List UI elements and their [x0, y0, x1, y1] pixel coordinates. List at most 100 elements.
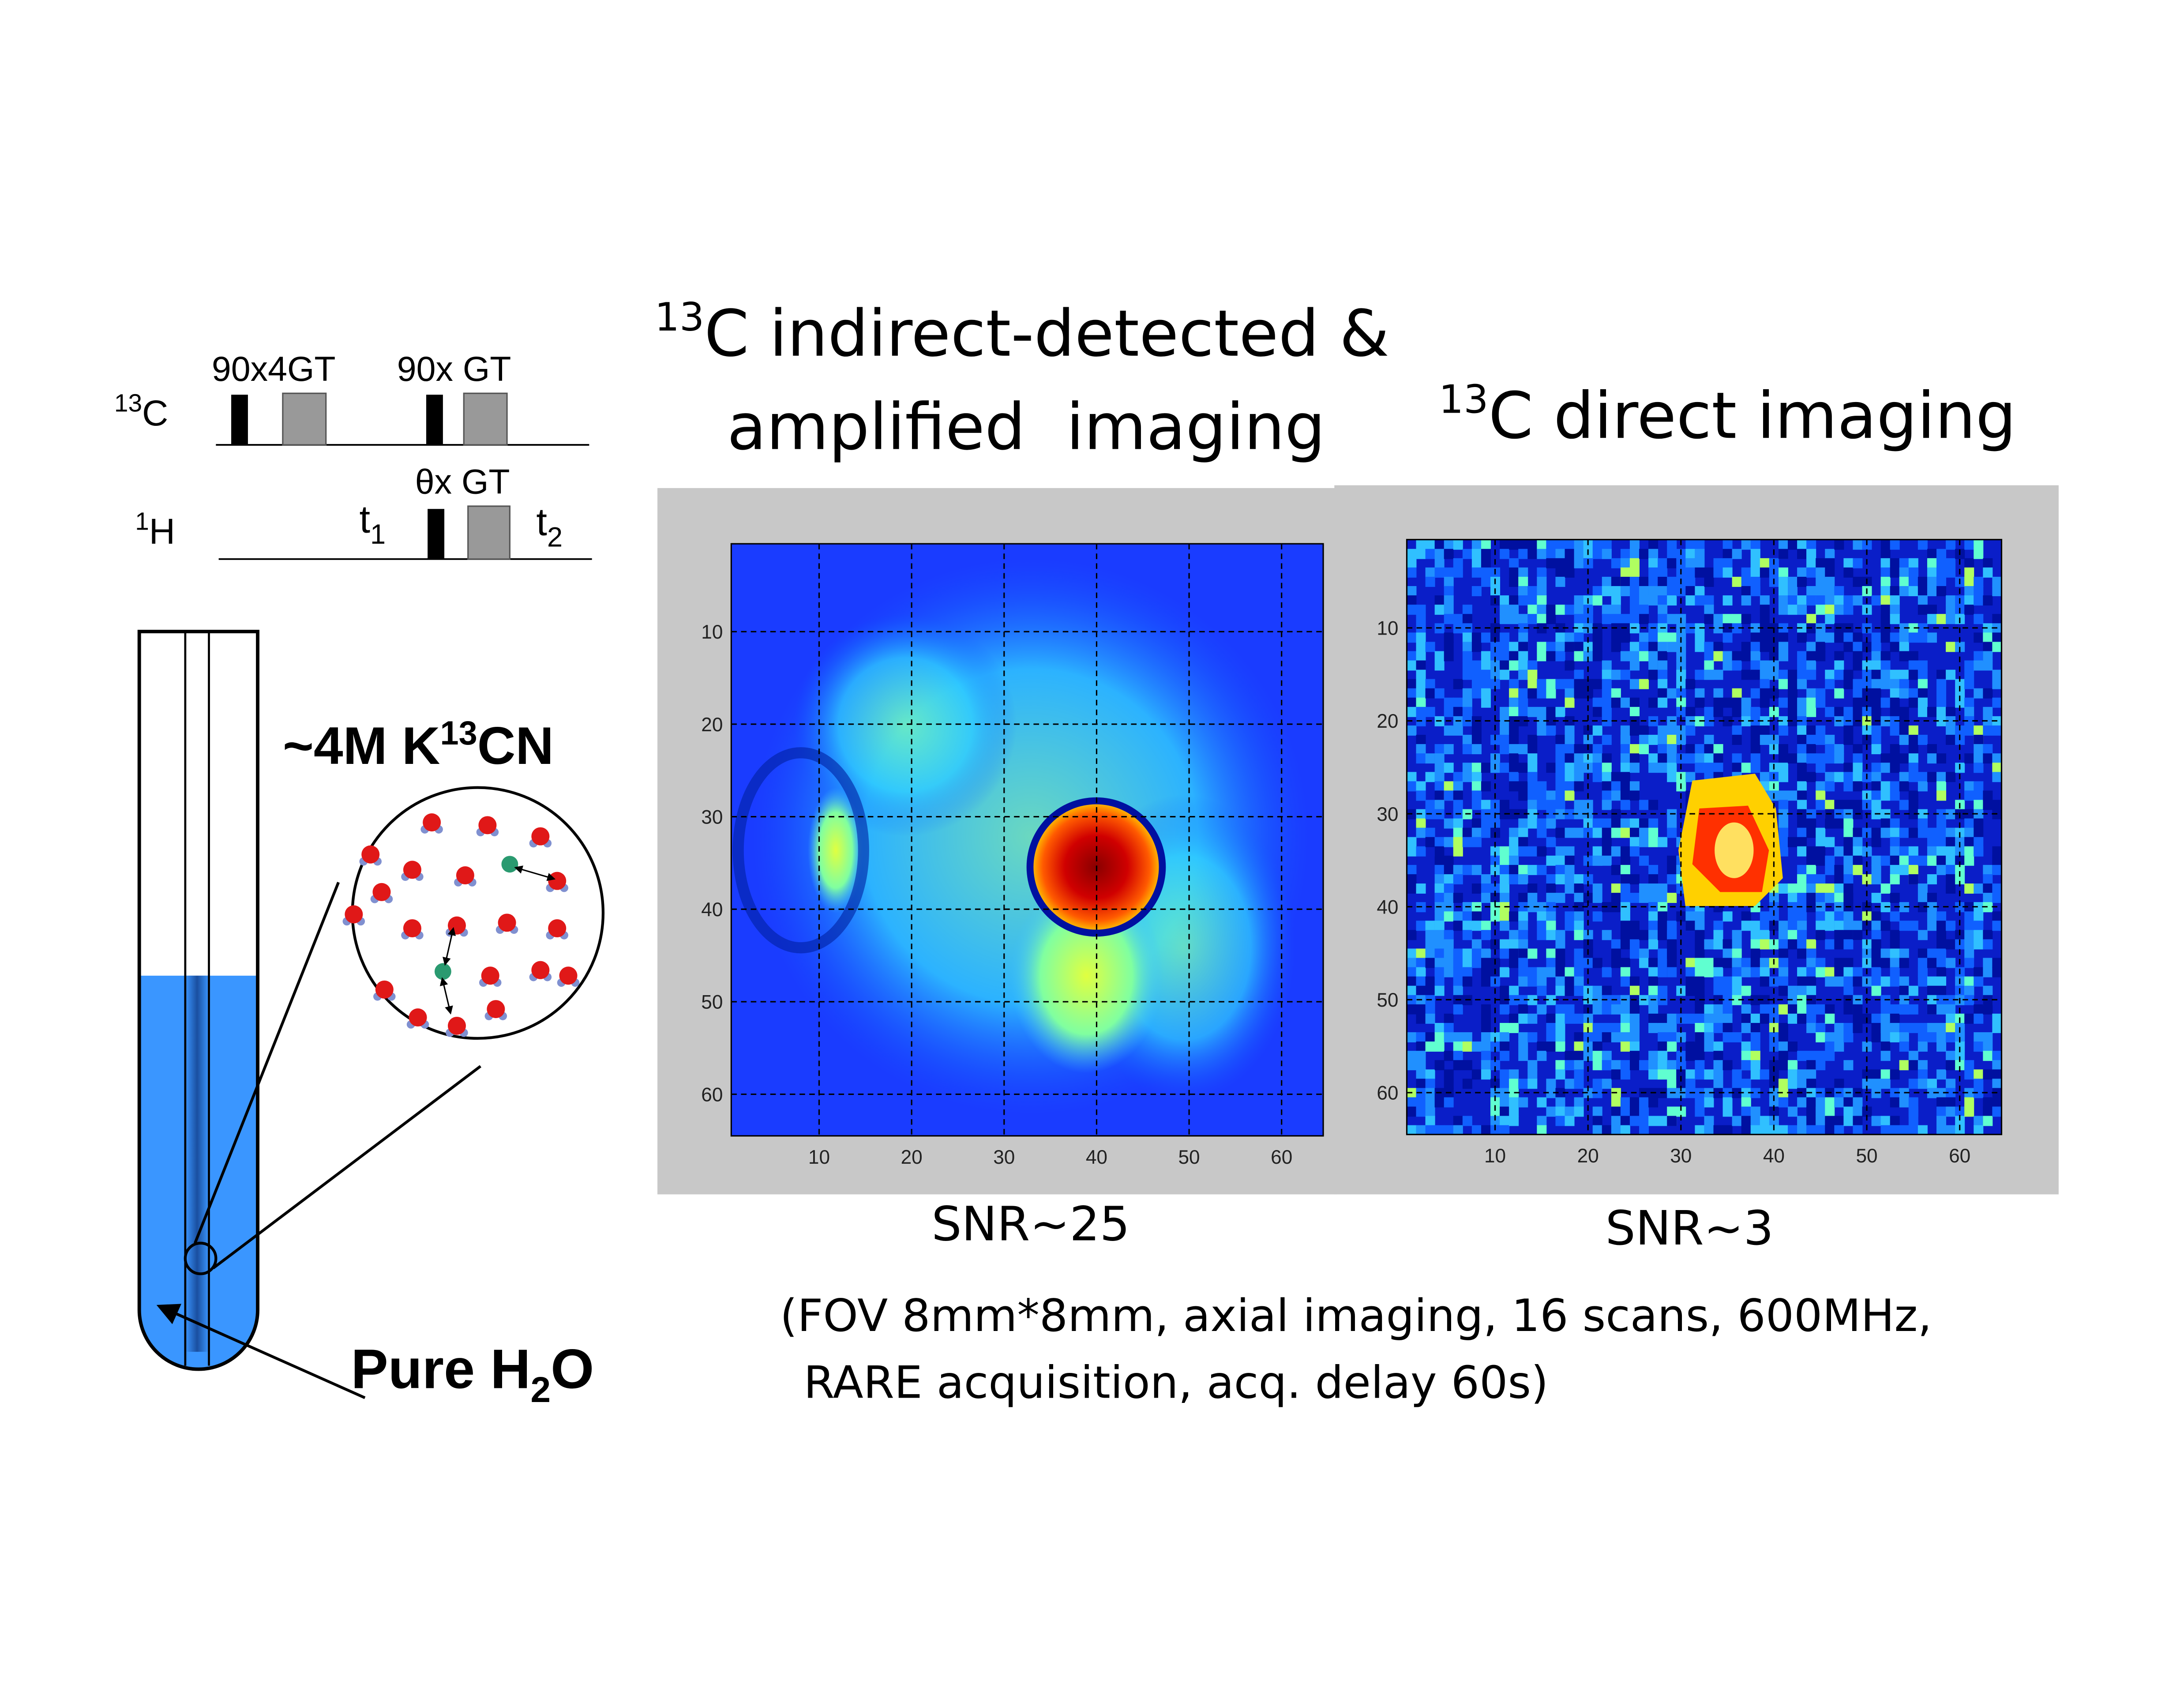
heatmap-cell	[1722, 1106, 1733, 1117]
heatmap-cell	[1732, 576, 1742, 587]
heatmap-cell	[1602, 679, 1612, 699]
heatmap-cell	[1407, 595, 1417, 606]
heatmap-cell	[1741, 1116, 1751, 1135]
heatmap-cell	[1741, 586, 1751, 596]
heatmap-cell	[1871, 1069, 1881, 1080]
heatmap-cell	[1927, 567, 1937, 578]
heatmap-cell	[1750, 967, 1760, 977]
heatmap-cell	[1806, 688, 1816, 699]
heatmap-cell	[1834, 818, 1844, 829]
heatmap-cell	[1546, 679, 1556, 689]
heatmap-cell	[1722, 651, 1733, 662]
heatmap-cell	[1509, 716, 1519, 736]
heatmap-cell	[1509, 985, 1519, 996]
heatmap-cell	[1843, 605, 1854, 615]
heatmap-cell	[1918, 735, 1928, 745]
heatmap-cell	[1713, 642, 1723, 652]
heatmap-cell	[1797, 539, 1807, 550]
heatmap-cell	[1862, 874, 1872, 884]
heatmap-cell	[1750, 995, 1760, 1005]
heatmap-cell	[1825, 1004, 1835, 1015]
heatmap-cell	[1592, 911, 1602, 922]
heatmap-cell	[1425, 985, 1435, 996]
heatmap-cell	[1639, 549, 1649, 559]
heatmap-cell	[1471, 549, 1482, 559]
heatmap-cell	[1908, 735, 1918, 745]
heatmap-cell	[1843, 893, 1854, 913]
heatmap-cell	[1946, 1004, 1956, 1015]
heatmap-cell	[1453, 837, 1463, 857]
heatmap-cell	[1639, 948, 1649, 959]
heatmap-cell	[1555, 1106, 1565, 1117]
heatmap-cell	[1500, 725, 1510, 736]
heatmap-cell	[1834, 883, 1844, 894]
heatmap-cell	[1936, 837, 1947, 847]
heatmap-cell	[1806, 595, 1816, 606]
heatmap-cell	[1927, 586, 1937, 596]
heatmap-cell	[1899, 1088, 1909, 1108]
heatmap-cell	[1555, 744, 1565, 755]
heatmap-cell	[1816, 827, 1826, 847]
heatmap-cell	[1583, 893, 1593, 903]
heatmap-cell	[1444, 837, 1454, 847]
heatmap-cell	[1695, 1041, 1705, 1052]
heatmap-cell	[1648, 1060, 1659, 1071]
heatmap-cell	[1732, 707, 1742, 717]
heatmap-cell	[1695, 744, 1705, 755]
heatmap-cell	[1518, 688, 1528, 699]
heatmap-cell	[1908, 1079, 1918, 1089]
heatmap-cell	[1778, 976, 1788, 987]
heatmap-cell	[1611, 1060, 1621, 1071]
heatmap-cell	[1908, 660, 1918, 671]
molecule-o	[531, 827, 550, 846]
heatmap-cell	[1416, 632, 1426, 652]
heatmap-cell	[1704, 1088, 1714, 1098]
heatmap-cell	[1927, 911, 1937, 922]
heatmap-cell	[1741, 669, 1751, 680]
heatmap-cell	[1509, 660, 1519, 671]
heatmap-cell	[1853, 1097, 1863, 1117]
heatmap-cell	[1704, 1013, 1714, 1024]
heatmap-cell	[1667, 827, 1677, 838]
heatmap-cell	[1425, 921, 1435, 931]
heatmap-cell	[1667, 688, 1677, 699]
heatmap-cell	[1500, 707, 1510, 726]
heatmap-cell	[1667, 893, 1677, 903]
heatmap-cell	[1806, 855, 1816, 866]
heatmap-cell	[1918, 586, 1928, 596]
heatmap-cell	[1741, 697, 1751, 717]
heatmap-cell	[1760, 642, 1770, 652]
heatmap-cell	[1546, 1023, 1556, 1042]
heatmap-cell	[1629, 1097, 1640, 1108]
heatmap-cell	[1444, 967, 1454, 977]
heatmap-cell	[1667, 1041, 1677, 1052]
heatmap-cell	[1444, 1051, 1454, 1061]
heatmap-cell	[1946, 874, 1956, 894]
heatmap-cell	[1453, 716, 1463, 736]
heatmap-cell	[1862, 679, 1872, 689]
heatmap-cell	[1880, 1041, 1891, 1052]
heatmap-cell	[1434, 549, 1445, 559]
heatmap-cell	[1471, 725, 1482, 736]
heatmap-cell	[1890, 1013, 1900, 1024]
heatmap-cell	[1509, 651, 1519, 662]
heatmap-cell	[1639, 1106, 1649, 1126]
heatmap-cell	[1425, 1088, 1435, 1108]
heatmap-cell	[1611, 1116, 1621, 1135]
heatmap-cell	[1453, 911, 1463, 922]
heatmap-cell	[1890, 707, 1900, 717]
heatmap-cell	[1816, 558, 1826, 568]
heatmap-cell	[1806, 1106, 1816, 1117]
heatmap-cell	[1750, 558, 1760, 578]
heatmap-cell	[1704, 707, 1714, 717]
heatmap-cell	[1843, 772, 1854, 782]
heatmap-cell	[1722, 549, 1733, 559]
heatmap-cell	[1527, 660, 1538, 671]
heatmap-cell	[1946, 809, 1956, 820]
heatmap-cell	[1797, 846, 1807, 857]
heatmap-cell	[1778, 642, 1788, 662]
heatmap-cell	[1862, 1106, 1872, 1117]
heatmap-cell	[1425, 539, 1435, 550]
heatmap-cell	[1936, 1106, 1947, 1117]
